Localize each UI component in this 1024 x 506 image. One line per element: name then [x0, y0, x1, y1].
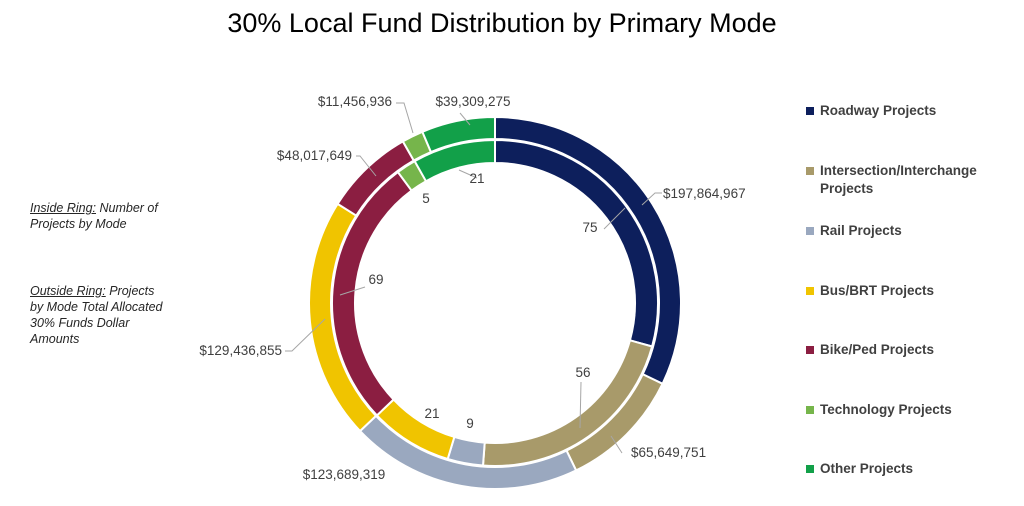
legend-item: Technology Projects: [806, 401, 1021, 419]
outer-ring-data-label-2: $123,689,319: [303, 467, 386, 482]
legend-label: Other Projects: [820, 461, 914, 476]
inner-ring-data-label-4: 69: [368, 272, 383, 287]
outer-ring-leader-0: [641, 192, 662, 206]
inner-ring-leader-4: [339, 286, 366, 296]
outer-ring-data-label-5: $11,456,936: [318, 94, 392, 109]
outside-ring-note: Outside Ring: Projects by Mode Total All…: [30, 283, 170, 347]
inner-ring-data-label-6: 21: [469, 171, 484, 186]
legend-label: Rail Projects: [820, 223, 902, 238]
legend-item: Intersection/Interchange Projects: [806, 162, 1021, 198]
inner-ring-leader-0: [603, 207, 626, 230]
chart-title: 30% Local Fund Distribution by Primary M…: [227, 8, 777, 38]
legend-swatch: [806, 227, 814, 235]
legend-item: Bus/BRT Projects: [806, 282, 1021, 300]
legend-swatch: [806, 287, 814, 295]
legend-item: Other Projects: [806, 460, 1021, 478]
legend-swatch: [806, 465, 814, 473]
outer-ring-leader-6: [459, 112, 471, 126]
outer-ring-data-label-1: $65,649,751: [631, 445, 706, 460]
legend-label: Bus/BRT Projects: [820, 283, 935, 298]
legend-label: Roadway Projects: [820, 103, 937, 118]
inner-ring-data-label-2: 9: [466, 416, 474, 431]
inside-ring-note-text: Number of Projects by Mode: [30, 201, 158, 231]
legend-item: Roadway Projects: [806, 102, 1021, 120]
outside-ring-note-heading: Outside Ring:: [30, 284, 106, 298]
inner-ring-leader-1: [579, 381, 582, 429]
inner-ring-data-label-5: 5: [422, 191, 430, 206]
outer-ring-data-label-0: $197,864,967: [663, 186, 746, 201]
inside-ring-note-heading: Inside Ring:: [30, 201, 97, 215]
outer-ring-data-label-3: $129,436,855: [199, 343, 282, 358]
legend-swatch: [806, 107, 814, 115]
legend-swatch: [806, 346, 814, 354]
outer-ring-slice-6[interactable]: [421, 115, 496, 154]
legend-swatch: [806, 167, 814, 175]
inner-ring-slice-0[interactable]: [494, 138, 659, 348]
legend-item: Bike/Ped Projects: [806, 341, 1021, 359]
legend-label: Bike/Ped Projects: [820, 342, 935, 357]
outer-ring-leader-4: [356, 155, 377, 177]
outer-ring-leader-5: [396, 102, 414, 134]
inner-ring-data-label-0: 75: [582, 220, 597, 235]
inside-ring-note: Inside Ring: Number of Projects by Mode: [30, 200, 180, 232]
inner-ring-data-label-3: 21: [424, 406, 439, 421]
legend-item: Rail Projects: [806, 222, 1021, 240]
outer-ring-leader-1: [610, 435, 623, 454]
inner-ring-slice-6[interactable]: [413, 138, 496, 183]
inner-ring-data-label-1: 56: [575, 365, 590, 380]
outer-ring-leader-3: [285, 318, 326, 352]
legend-label: Technology Projects: [820, 402, 952, 417]
legend-swatch: [806, 406, 814, 414]
outer-ring-data-label-4: $48,017,649: [277, 148, 352, 163]
inner-ring-leader-6: [458, 169, 478, 179]
outside-ring-note-text: Projects by Mode Total Allocated 30% Fun…: [30, 284, 163, 346]
outer-ring-data-label-6: $39,309,275: [435, 94, 510, 109]
legend-label: Intersection/Interchange Projects: [820, 163, 977, 196]
